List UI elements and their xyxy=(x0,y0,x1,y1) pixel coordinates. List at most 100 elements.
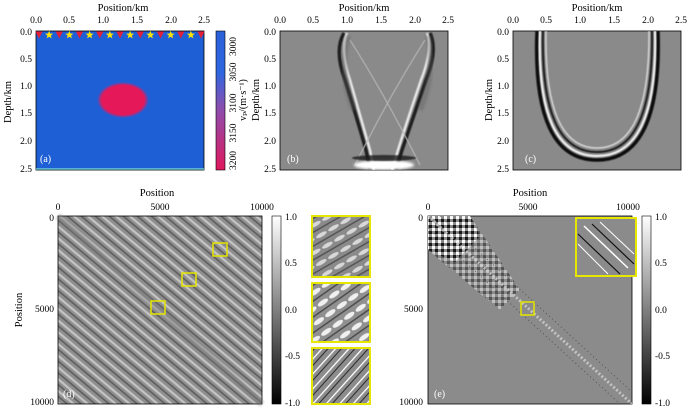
source-star-icon xyxy=(146,30,155,39)
panel-c-y-tick: 0.0 xyxy=(497,28,509,38)
colorbar-tick: 3200 xyxy=(229,151,239,170)
panel-d-y-title: Position xyxy=(14,292,25,327)
panel-e-x-tick: 10000 xyxy=(616,203,640,213)
panel-b-y-ticks: 0.0 0.5 1.0 1.5 2.0 2.5 xyxy=(264,28,276,175)
panel-c-x-tick: 1.5 xyxy=(608,16,620,26)
panel-e-x-ticks: 0 5000 10000 xyxy=(426,203,641,213)
source-star-icon xyxy=(126,30,135,39)
panel-c-label: (c) xyxy=(525,154,536,165)
panel-c-x-tick: 2.5 xyxy=(675,16,687,26)
panel-b-x-ticks: 0.0 0.5 1.0 1.5 2.0 2.5 xyxy=(274,16,454,26)
panel-a-colorbar xyxy=(215,30,226,171)
panel-a-x-tick: 2.0 xyxy=(165,16,177,26)
receiver-triangle-down-icon xyxy=(116,31,124,39)
acquisition-markers xyxy=(35,30,205,39)
panel-b-label: (b) xyxy=(287,154,299,165)
panel-b-y-tick: 0.0 xyxy=(264,28,276,38)
panel-a: Position/km 0.0 0.5 1.0 1.5 2.0 2.5 Dept… xyxy=(3,3,249,175)
source-star-icon xyxy=(65,30,74,39)
receiver-triangle-down-icon xyxy=(75,31,84,39)
panel-d-label: (d) xyxy=(63,389,75,400)
panel-d: Position 0 5000 10000 Position 0 5000 10… xyxy=(14,188,371,409)
panel-a-y-tick: 0.0 xyxy=(20,28,32,38)
colorbar-tick: 1.0 xyxy=(285,213,297,223)
panel-b-y-tick: 1.5 xyxy=(264,109,276,119)
colorbar-tick: -1.0 xyxy=(655,399,670,409)
source-star-icon xyxy=(45,30,54,39)
colorbar-tick: 1.0 xyxy=(655,213,667,223)
panel-a-label: (a) xyxy=(40,154,51,165)
panel-c-x-tick: 0.0 xyxy=(507,16,519,26)
panel-c-wavefronts xyxy=(534,31,660,162)
panel-b-x-tick: 2.5 xyxy=(442,16,454,26)
colorbar-tick: 3000 xyxy=(229,37,239,56)
panel-d-highlight-box xyxy=(212,242,228,257)
panel-e-x-tick: 0 xyxy=(426,203,431,213)
panel-b-wavefronts xyxy=(337,32,435,170)
panel-e-x-title: Position xyxy=(513,188,548,199)
panel-d-x-tick: 10000 xyxy=(250,203,274,213)
panel-a-colorbar-ticks: 3000 3050 3100 3150 3200 xyxy=(229,37,239,170)
panel-b-x-tick: 0.5 xyxy=(307,16,319,26)
panel-a-x-tick: 1.5 xyxy=(131,16,143,26)
zoom-inset-3 xyxy=(311,347,371,405)
source-star-icon xyxy=(105,30,114,39)
source-star-icon xyxy=(85,30,94,39)
panel-a-y-tick: 1.5 xyxy=(20,109,32,119)
panel-b-y-tick: 1.0 xyxy=(264,82,276,92)
panel-d-diagonal xyxy=(55,213,265,407)
source-star-icon xyxy=(186,30,195,39)
panel-d-x-tick: 0 xyxy=(56,203,61,213)
panel-b-y-tick: 2.5 xyxy=(264,165,276,175)
panel-a-x-tick: 1.0 xyxy=(97,16,109,26)
panel-c-x-title: Position/km xyxy=(572,3,623,14)
panel-b-y-title: Depth/km xyxy=(251,79,262,121)
panel-c-x-tick: 2.0 xyxy=(642,16,654,26)
receiver-triangle-down-icon xyxy=(35,31,43,39)
panel-c-x-tick: 0.5 xyxy=(540,16,552,26)
panel-d-x-tick: 5000 xyxy=(151,203,170,213)
panel-c-x-ticks: 0.0 0.5 1.0 1.5 2.0 2.5 xyxy=(507,16,687,26)
panel-a-y-tick: 1.0 xyxy=(20,82,32,92)
source-star-icon xyxy=(166,30,175,39)
panel-e: Position 0 5000 10000 0 5000 10000 xyxy=(399,188,670,409)
colorbar-tick: 3050 xyxy=(229,62,239,81)
panel-e-zoom-inset xyxy=(575,217,637,277)
panel-c-x-tick: 1.0 xyxy=(574,16,586,26)
colorbar-tick: -1.0 xyxy=(285,399,300,409)
panel-c: Position/km 0.0 0.5 1.0 1.5 2.0 2.5 Dept… xyxy=(484,3,687,175)
panel-d-y-tick: 5000 xyxy=(35,305,54,315)
panel-d-y-ticks: 0 5000 10000 xyxy=(30,214,54,408)
panel-a-x-tick: 0.0 xyxy=(30,16,42,26)
panel-e-y-ticks: 0 5000 10000 xyxy=(399,214,423,408)
colorbar-tick: 0.0 xyxy=(285,306,297,316)
panel-e-colorbar xyxy=(641,215,652,405)
panel-d-highlight-box xyxy=(150,300,166,315)
receiver-triangle-down-icon xyxy=(96,31,104,39)
panel-d-y-tick: 10000 xyxy=(30,398,54,408)
panel-e-y-tick: 5000 xyxy=(404,305,423,315)
zoom-inset-1 xyxy=(311,215,371,278)
panel-b-x-tick: 1.5 xyxy=(375,16,387,26)
panel-c-y-tick: 0.5 xyxy=(497,55,509,65)
panel-e-colorbar-ticks: 1.0 0.5 0.0 -0.5 -1.0 xyxy=(655,213,670,409)
panel-a-y-ticks: 0.0 0.5 1.0 1.5 2.0 2.5 xyxy=(20,28,32,175)
panel-b-x-title: Position/km xyxy=(339,3,390,14)
panel-a-y-title: Depth/km xyxy=(3,81,14,123)
panel-e-structure xyxy=(428,216,632,404)
panel-a-x-tick: 0.5 xyxy=(63,16,75,26)
panel-e-x-tick: 5000 xyxy=(519,203,538,213)
panel-a-x-title: Position/km xyxy=(98,3,149,14)
panel-a-colorbar-label: vₚ/(m·s⁻¹) xyxy=(238,79,249,121)
colorbar-tick: 0.0 xyxy=(655,306,667,316)
receiver-triangle-down-icon xyxy=(156,31,165,39)
panel-b-x-tick: 2.0 xyxy=(409,16,421,26)
panel-c-y-tick: 1.0 xyxy=(497,82,509,92)
receiver-triangle-down-icon xyxy=(55,31,63,39)
panel-c-y-title: Depth/km xyxy=(484,79,495,121)
panel-b-y-tick: 0.5 xyxy=(264,55,276,65)
panel-c-y-tick: 2.5 xyxy=(497,165,509,175)
colorbar-tick: 3150 xyxy=(229,123,239,142)
panel-e-y-tick: 0 xyxy=(418,214,423,224)
